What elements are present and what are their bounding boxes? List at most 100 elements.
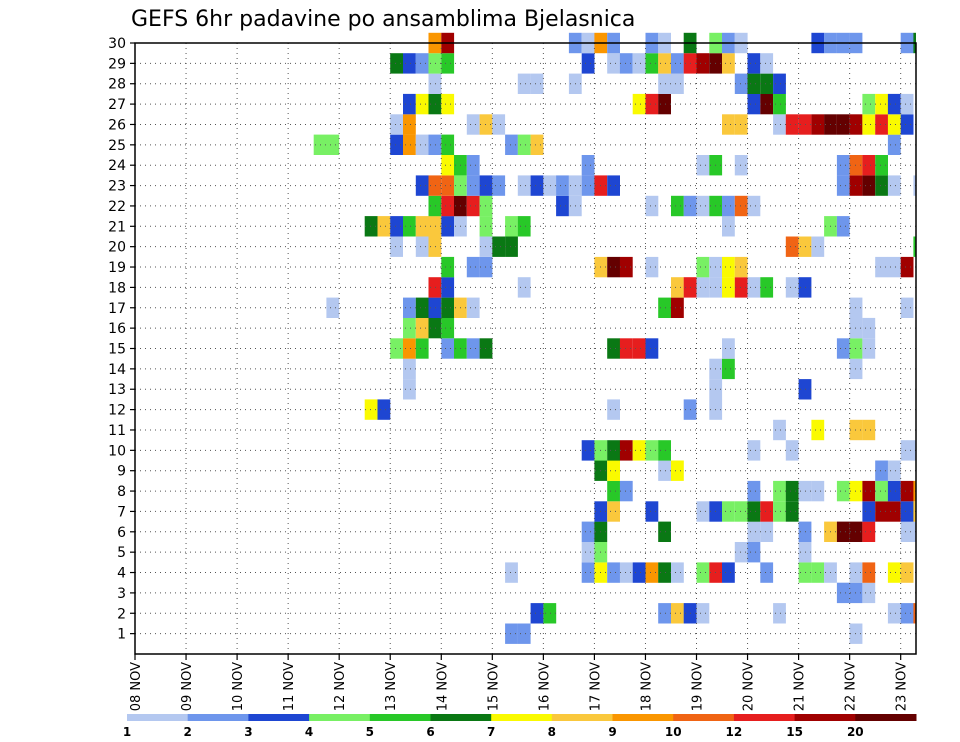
legend-level-label: 15 bbox=[786, 725, 803, 739]
heatmap-cell bbox=[785, 236, 799, 257]
heatmap-cell bbox=[441, 297, 455, 318]
legend-swatch bbox=[855, 714, 917, 721]
heatmap-cell bbox=[773, 501, 786, 522]
heatmap-cell bbox=[441, 195, 455, 217]
heatmap-cell bbox=[862, 114, 876, 135]
heatmap-cell bbox=[441, 338, 455, 359]
heatmap-cell bbox=[836, 521, 850, 542]
heatmap-cell bbox=[364, 399, 378, 420]
heatmap-cell bbox=[428, 236, 442, 257]
y-axis: 1234567891011121314151617181920212223242… bbox=[108, 36, 135, 643]
y-tick-label: 29 bbox=[108, 56, 126, 72]
heatmap-cell bbox=[517, 623, 531, 644]
heatmap-cell bbox=[441, 93, 455, 115]
heatmap-cell bbox=[862, 155, 876, 176]
heatmap-cell bbox=[900, 501, 914, 522]
heatmap-cell bbox=[658, 460, 671, 481]
heatmap-cell bbox=[836, 216, 850, 237]
heatmap-cell bbox=[581, 542, 595, 563]
x-tick-label: 17 NOV bbox=[588, 662, 603, 711]
heatmap-cell bbox=[415, 297, 429, 318]
heatmap-cell bbox=[760, 277, 774, 298]
heatmap-cell bbox=[441, 317, 455, 339]
heatmap-cell bbox=[900, 521, 914, 542]
heatmap-cell bbox=[658, 93, 671, 115]
heatmap-cell bbox=[722, 53, 735, 74]
heatmap-cell bbox=[887, 93, 901, 115]
heatmap-cell bbox=[875, 256, 888, 278]
heatmap-cell bbox=[619, 256, 633, 278]
legend-swatch bbox=[187, 714, 249, 721]
heatmap-cell bbox=[836, 338, 850, 359]
heatmap-cell bbox=[632, 440, 646, 461]
heatmap-cell bbox=[428, 216, 442, 237]
y-tick-label: 5 bbox=[117, 545, 126, 561]
y-tick-label: 3 bbox=[117, 586, 126, 602]
heatmap-cell bbox=[913, 480, 916, 502]
y-tick-label: 23 bbox=[108, 179, 126, 195]
y-tick-label: 9 bbox=[117, 464, 126, 480]
heatmap-cell bbox=[671, 195, 684, 217]
heatmap-cell bbox=[734, 277, 748, 298]
heatmap-cell bbox=[811, 236, 825, 257]
heatmap-cell bbox=[517, 175, 531, 196]
heatmap-cell bbox=[607, 562, 620, 583]
heatmap-cell bbox=[747, 501, 761, 522]
heatmap-cell bbox=[658, 603, 671, 624]
heatmap-cell bbox=[722, 277, 735, 298]
heatmap-cell bbox=[734, 256, 748, 278]
heatmap-cell bbox=[811, 480, 825, 502]
heatmap-cell bbox=[785, 277, 799, 298]
heatmap-cell bbox=[517, 216, 531, 237]
heatmap-cell bbox=[722, 562, 735, 583]
heatmap-cell bbox=[619, 480, 633, 502]
heatmap-cell bbox=[747, 195, 761, 217]
x-tick-label: 18 NOV bbox=[639, 662, 654, 711]
heatmap-cell bbox=[696, 603, 710, 624]
x-tick-label: 10 NOV bbox=[231, 662, 246, 711]
y-tick-label: 25 bbox=[108, 138, 126, 154]
heatmap-cell bbox=[530, 175, 544, 196]
heatmap-cell bbox=[415, 236, 429, 257]
heatmap-cell bbox=[607, 399, 620, 420]
legend-swatch bbox=[248, 714, 310, 721]
heatmap-cells bbox=[313, 32, 916, 644]
heatmap-cell bbox=[607, 440, 620, 461]
heatmap-cell bbox=[722, 501, 735, 522]
y-tick-label: 20 bbox=[108, 240, 126, 256]
x-tick-label: 15 NOV bbox=[486, 662, 501, 711]
heatmap-cell bbox=[377, 216, 391, 237]
legend-swatch bbox=[491, 714, 553, 721]
heatmap-cell bbox=[619, 440, 633, 461]
heatmap-cell bbox=[607, 53, 620, 74]
heatmap-cell bbox=[556, 175, 569, 196]
heatmap-cell bbox=[581, 521, 595, 542]
heatmap-cell bbox=[466, 297, 480, 318]
y-tick-label: 22 bbox=[108, 199, 126, 215]
heatmap-cell bbox=[900, 114, 914, 135]
heatmap-cell bbox=[913, 501, 916, 522]
heatmap-cell bbox=[428, 175, 442, 196]
heatmap-cell bbox=[887, 114, 901, 135]
heatmap-cell bbox=[773, 73, 786, 94]
heatmap-cell bbox=[773, 480, 786, 502]
heatmap-cell bbox=[875, 155, 888, 176]
heatmap-cell bbox=[836, 582, 850, 604]
y-tick-label: 14 bbox=[108, 362, 126, 378]
heatmap-cell bbox=[734, 73, 748, 94]
heatmap-cell bbox=[403, 379, 416, 400]
heatmap-cell bbox=[900, 297, 914, 318]
heatmap-cell bbox=[747, 440, 761, 461]
heatmap-cell bbox=[785, 114, 799, 135]
heatmap-cell bbox=[658, 297, 671, 318]
heatmap-cell bbox=[632, 562, 646, 583]
legend-swatch bbox=[127, 714, 189, 721]
heatmap-cell bbox=[403, 338, 416, 359]
y-tick-label: 8 bbox=[117, 484, 126, 500]
heatmap-cell bbox=[326, 134, 340, 155]
legend-swatch bbox=[794, 714, 856, 721]
heatmap-cell bbox=[403, 358, 416, 380]
heatmap-cell bbox=[543, 603, 557, 624]
heatmap-cell bbox=[887, 460, 901, 481]
heatmap-cell bbox=[747, 53, 761, 74]
